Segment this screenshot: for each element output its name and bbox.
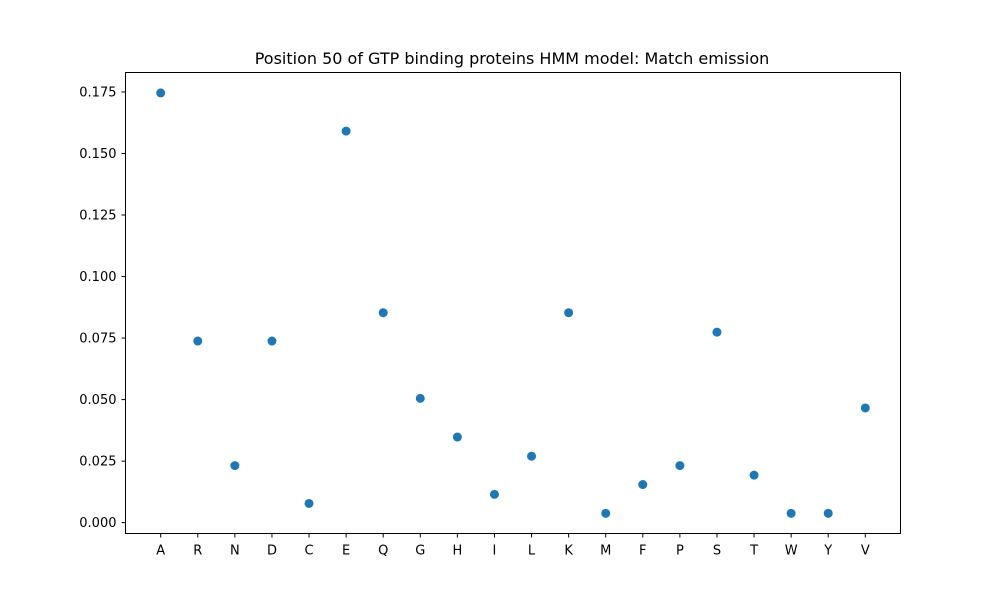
- x-tick-label: C: [304, 544, 313, 559]
- x-tick-label: L: [528, 544, 536, 559]
- data-point: [415, 393, 425, 403]
- plot-area-frame: [125, 72, 901, 534]
- data-point: [193, 336, 203, 346]
- data-point: [749, 470, 759, 480]
- data-point: [823, 508, 833, 518]
- x-tick-label: S: [713, 544, 721, 559]
- x-tick-label: R: [193, 544, 202, 559]
- x-tick-label: Q: [378, 544, 388, 559]
- chart-title: Position 50 of GTP binding proteins HMM …: [255, 49, 770, 68]
- data-point: [527, 451, 537, 461]
- x-tick-label: A: [156, 544, 165, 559]
- y-tick-label: 0.050: [79, 393, 116, 408]
- data-point: [601, 508, 611, 518]
- data-point: [230, 461, 240, 471]
- data-point: [712, 327, 722, 337]
- data-point: [638, 480, 648, 490]
- data-point: [156, 88, 166, 98]
- data-point: [786, 508, 796, 518]
- x-tick-label: D: [267, 544, 277, 559]
- data-point: [378, 308, 388, 318]
- y-tick-label: 0.125: [79, 209, 116, 224]
- data-point: [675, 461, 685, 471]
- x-tick-label: P: [676, 544, 684, 559]
- y-tick-label: 0.150: [79, 147, 116, 162]
- y-tick-label: 0.175: [79, 85, 116, 100]
- data-point: [452, 432, 462, 442]
- y-tick-label: 0.075: [79, 332, 116, 347]
- data-points: [156, 88, 870, 518]
- x-tick-label: T: [749, 544, 758, 559]
- data-point: [860, 403, 870, 413]
- x-tick-label: M: [600, 544, 611, 559]
- x-tick-label: F: [639, 544, 646, 559]
- data-point: [267, 336, 277, 346]
- x-tick-label: Y: [823, 544, 832, 559]
- y-tick-label: 0.025: [79, 455, 116, 470]
- x-tick-label: E: [342, 544, 350, 559]
- x-tick-label: W: [785, 544, 798, 559]
- y-tick-label: 0.100: [79, 270, 116, 285]
- y-tick-label: 0.000: [79, 516, 116, 531]
- data-point: [564, 308, 574, 318]
- data-point: [341, 126, 351, 136]
- y-axis: 0.000 0.025 0.050 0.075 0.100 0.125 0.150 0.175: [79, 85, 126, 531]
- x-tick-label: G: [415, 544, 425, 559]
- x-tick-label: K: [564, 544, 573, 559]
- x-tick-label: V: [861, 544, 870, 559]
- data-point: [304, 498, 314, 508]
- x-tick-label: H: [452, 544, 462, 559]
- x-tick-label: N: [230, 544, 240, 559]
- x-tick-label: I: [493, 544, 497, 559]
- data-point: [489, 489, 499, 499]
